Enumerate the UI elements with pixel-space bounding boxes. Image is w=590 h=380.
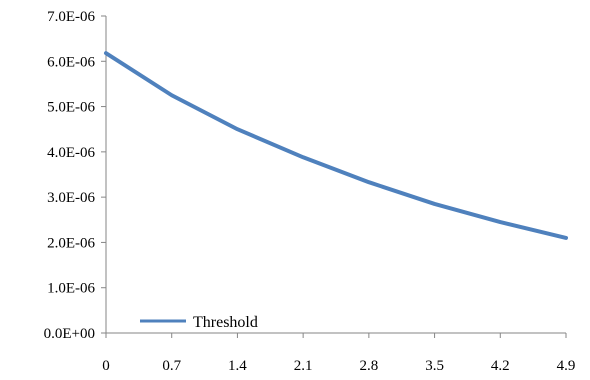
- x-tick-label: 4.2: [491, 358, 510, 374]
- x-tick-label: 0.7: [162, 358, 181, 374]
- y-tick-label: 1.0E-06: [47, 281, 95, 297]
- y-tick-label: 4.0E-06: [47, 145, 95, 161]
- x-tick-label: 1.4: [228, 358, 247, 374]
- x-tick-group: 0 0.7 1.4 2.1 2.8 3.5 4.2 4.9: [102, 333, 575, 374]
- legend-label-threshold: Threshold: [193, 314, 258, 331]
- y-tick-label: 7.0E-06: [47, 9, 95, 25]
- y-tick-label: 5.0E-06: [47, 100, 95, 116]
- x-tick-label: 4.9: [557, 358, 576, 374]
- x-tick-label: 0: [102, 358, 110, 374]
- y-tick-label: 6.0E-06: [47, 54, 95, 70]
- series-line-threshold: [104, 51, 568, 240]
- x-tick-label: 2.1: [294, 358, 313, 374]
- y-tick-group: 0.0E+00 1.0E-06 2.0E-06 3.0E-06 4.0E-06 5.0E-…: [44, 9, 106, 342]
- series-layer: [104, 51, 568, 240]
- y-tick-label: 0.0E+00: [44, 326, 95, 342]
- x-tick-label: 2.8: [359, 358, 378, 374]
- x-tick-label: 3.5: [425, 358, 444, 374]
- y-tick-label: 3.0E-06: [47, 190, 95, 206]
- y-tick-label: 2.0E-06: [47, 235, 95, 251]
- legend: Threshold: [140, 314, 258, 331]
